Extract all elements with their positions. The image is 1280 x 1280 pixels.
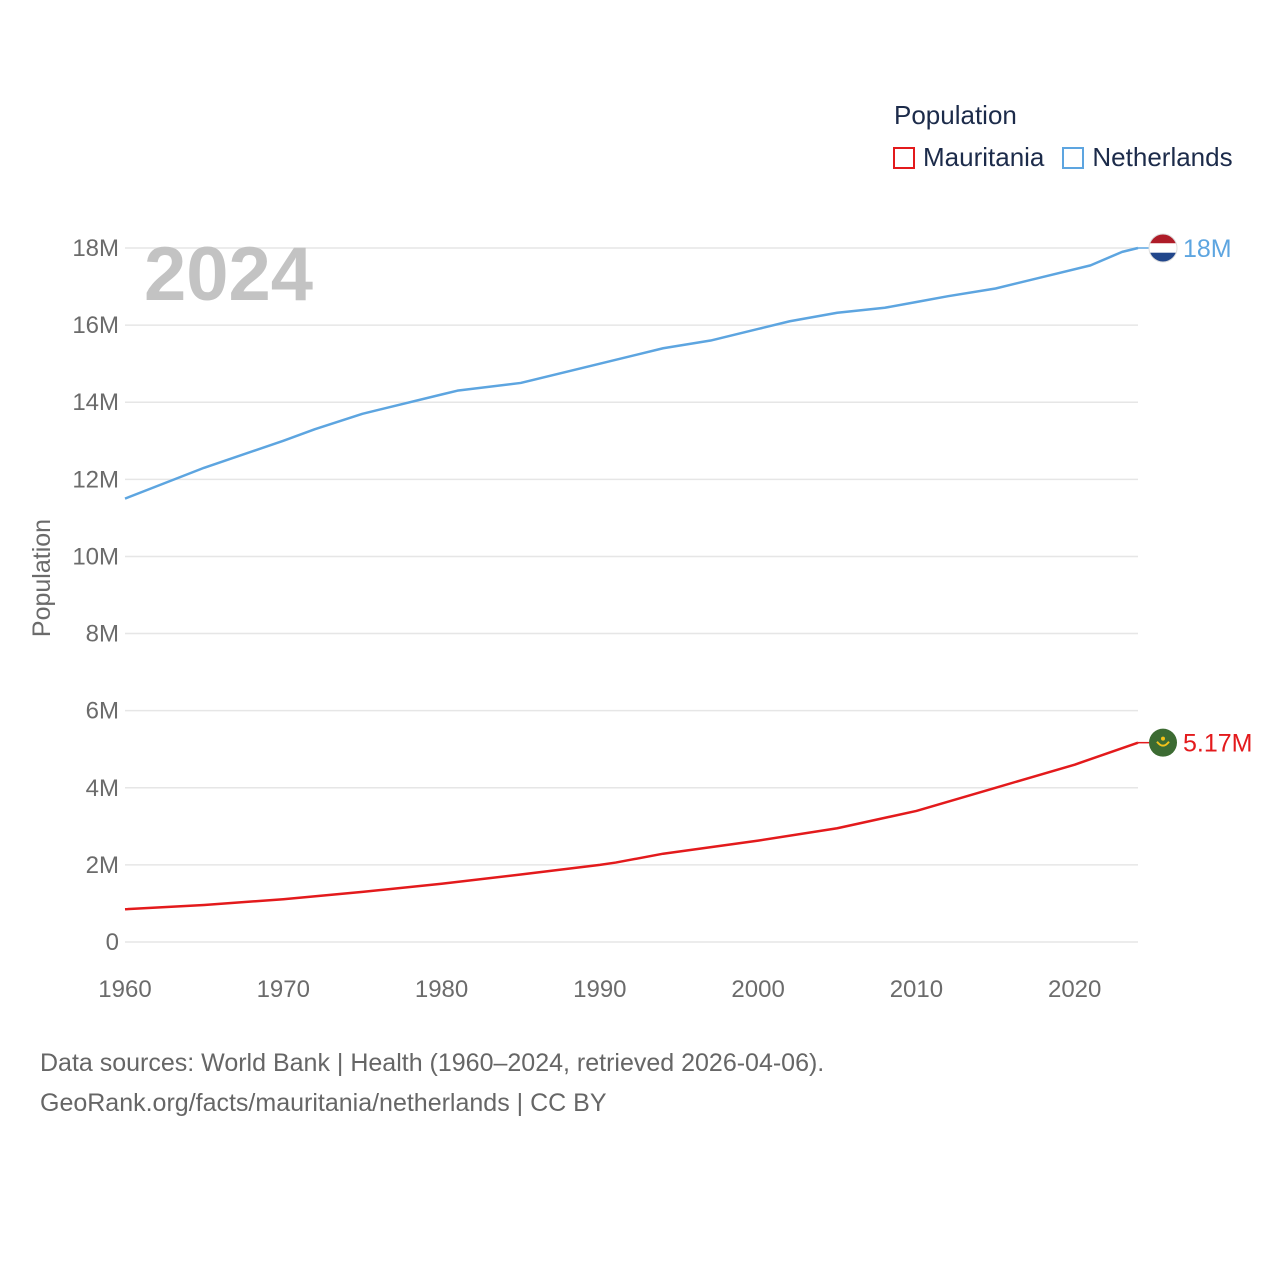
gridlines: [125, 247, 1138, 943]
y-tick-label: 12M: [72, 466, 119, 493]
legend-swatch-mauritania: [893, 146, 915, 169]
x-tick-label: 2020: [1048, 976, 1101, 1003]
series-line-mauritania[interactable]: [124, 741, 1139, 911]
legend: Mauritania Netherlands: [893, 142, 1251, 173]
end-markers: 18M 5.17M: [1138, 233, 1252, 758]
y-tick-label: 10M: [72, 543, 119, 570]
y-tick-label: 2M: [86, 852, 119, 879]
netherlands-flag-icon: [1148, 233, 1178, 263]
legend-label-netherlands: Netherlands: [1092, 142, 1233, 172]
x-tick-label: 1970: [257, 976, 310, 1003]
series-line-netherlands[interactable]: [124, 246, 1139, 500]
y-axis-ticks: 0 2M 4M 6M 8M 10M 12M 14M 16M 18M: [72, 235, 119, 956]
footer: Data sources: World Bank | Health (1960–…: [40, 1043, 824, 1123]
x-tick-label: 1960: [98, 976, 151, 1003]
y-tick-label: 8M: [86, 621, 119, 648]
legend-label-mauritania: Mauritania: [923, 142, 1045, 172]
y-tick-label: 4M: [86, 775, 119, 802]
x-tick-label: 2010: [890, 976, 943, 1003]
legend-item-netherlands[interactable]: Netherlands: [1062, 142, 1233, 173]
year-label: 2024: [144, 232, 313, 317]
y-axis-label: Population: [28, 519, 56, 637]
x-tick-label: 2000: [731, 976, 784, 1003]
y-tick-label: 16M: [72, 312, 119, 339]
end-label-netherlands: 18M: [1183, 235, 1232, 263]
legend-swatch-netherlands: [1062, 146, 1085, 169]
y-tick-label: 18M: [72, 235, 119, 262]
y-tick-label: 0: [106, 929, 119, 956]
attribution-text[interactable]: GeoRank.org/facts/mauritania/netherlands…: [40, 1089, 607, 1117]
x-tick-label: 1980: [415, 976, 468, 1003]
x-axis-ticks: 1960 1970 1980 1990 2000 2010 2020: [98, 976, 1101, 1003]
legend-title: Population: [894, 100, 1017, 130]
x-tick-label: 1990: [573, 976, 626, 1003]
legend-item-mauritania[interactable]: Mauritania: [893, 142, 1044, 173]
end-label-mauritania: 5.17M: [1183, 730, 1252, 758]
mauritania-flag-icon: [1149, 728, 1177, 757]
y-tick-label: 14M: [72, 389, 119, 416]
series-lines: [124, 246, 1139, 911]
data-source-text: Data sources: World Bank | Health (1960–…: [40, 1049, 825, 1077]
y-tick-label: 6M: [86, 698, 119, 725]
